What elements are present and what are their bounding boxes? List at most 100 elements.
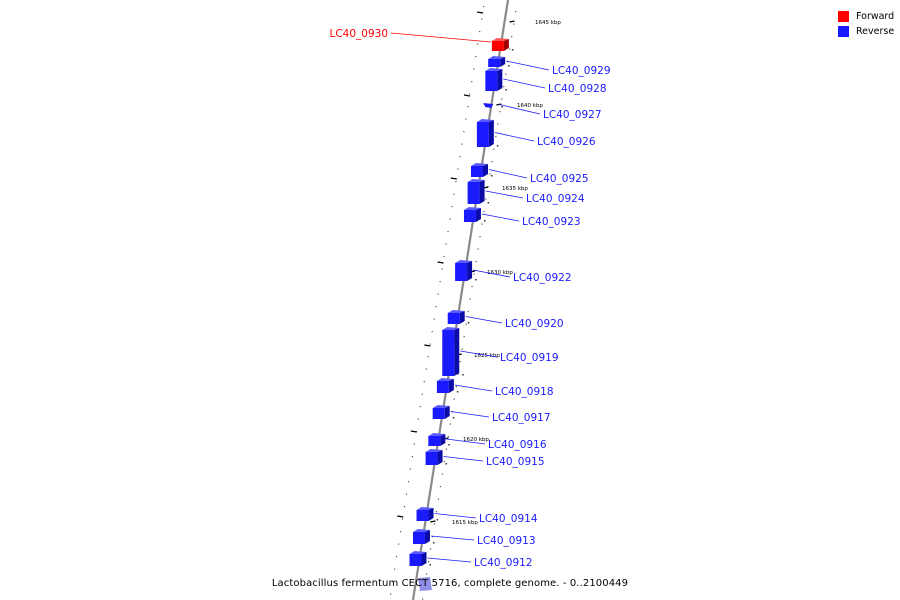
minor-tick [463, 336, 465, 338]
gene-feature[interactable] [432, 405, 455, 419]
minor-tick [469, 93, 471, 95]
minor-tick [471, 286, 473, 288]
minor-tick [509, 48, 511, 50]
partial-gene-feature [418, 577, 432, 591]
gene-label[interactable]: LC40_0929 [552, 65, 611, 77]
minor-tick [390, 593, 392, 595]
gene-label[interactable]: LC40_0922 [513, 272, 572, 284]
gene-label[interactable]: LC40_0915 [486, 456, 545, 468]
gene-feature[interactable] [467, 179, 490, 204]
minor-tick [499, 111, 501, 113]
gene-feature[interactable] [409, 551, 431, 566]
minor-tick [437, 498, 440, 500]
gene-feature[interactable] [425, 449, 448, 465]
legend-item-reverse: Reverse [838, 24, 894, 39]
gene-label[interactable]: LC40_0924 [526, 193, 585, 205]
gene-feature[interactable] [436, 378, 459, 393]
minor-tick [427, 356, 429, 358]
gene-feature[interactable] [471, 163, 493, 177]
gene-feature[interactable] [412, 529, 435, 544]
minor-tick [477, 248, 479, 250]
gene-leader-line [488, 169, 528, 179]
minor-tick [455, 181, 457, 183]
scale-tick-label: 1630 kbp [487, 270, 513, 276]
gene-label[interactable]: LC40_0928 [548, 83, 607, 95]
scale-tick-label: 1615 kbp [452, 520, 478, 526]
minor-tick [433, 523, 436, 525]
minor-tick [407, 481, 410, 483]
minor-tick [405, 493, 408, 495]
genome-backbone [411, 0, 510, 600]
gene-leader-line [443, 456, 484, 462]
major-tick [430, 520, 436, 523]
major-tick [496, 103, 502, 106]
minor-tick [489, 173, 491, 175]
scale-tick-label: 1625 kbp [474, 353, 500, 359]
gene-label[interactable]: LC40_0917 [492, 412, 551, 424]
legend-label-reverse: Reverse [856, 26, 895, 37]
forward-swatch [838, 11, 849, 22]
gene-feature[interactable] [455, 260, 477, 281]
minor-tick [431, 536, 434, 538]
minor-tick [475, 56, 477, 58]
minor-tick [431, 331, 433, 333]
minor-tick [393, 568, 396, 570]
major-tick [410, 430, 417, 433]
major-tick [509, 20, 515, 23]
minor-tick [503, 86, 505, 88]
minor-tick [447, 231, 449, 233]
gene-feature[interactable] [491, 38, 514, 51]
minor-tick [477, 43, 479, 45]
gene-label[interactable]: LC40_0913 [477, 535, 536, 547]
minor-tick [463, 131, 465, 133]
minor-tick [441, 473, 444, 475]
gene-feature[interactable] [428, 433, 450, 446]
minor-tick [459, 156, 461, 158]
minor-tick [457, 373, 459, 375]
minor-tick [515, 11, 517, 13]
gene-feature[interactable] [476, 119, 499, 147]
minor-tick [425, 573, 428, 575]
gene-label[interactable]: LC40_0919 [500, 352, 559, 364]
gene-label[interactable]: LC40_0927 [543, 109, 602, 121]
gene-feature[interactable] [483, 103, 503, 108]
gene-feature[interactable] [447, 310, 470, 324]
minor-tick [467, 311, 469, 313]
gene-label[interactable]: LC40_0918 [495, 386, 554, 398]
gene-feature[interactable] [463, 207, 486, 222]
minor-tick [479, 31, 481, 33]
legend-item-forward: Forward [838, 9, 894, 24]
gene-feature[interactable] [485, 68, 507, 91]
gene-label[interactable]: LC40_0916 [488, 439, 547, 451]
gene-feature[interactable] [442, 327, 464, 376]
gene-leader-line [473, 269, 511, 278]
gene-feature[interactable] [488, 56, 510, 67]
gene-leader-line [465, 316, 503, 324]
minor-tick [429, 548, 432, 550]
minor-tick [453, 398, 455, 400]
gene-label[interactable]: LC40_0923 [522, 216, 581, 228]
minor-tick [495, 136, 497, 138]
major-tick [463, 94, 471, 97]
gene-leader-line [485, 190, 524, 199]
minor-tick [439, 486, 442, 488]
scale-tick-label: 1645 kbp [535, 20, 561, 26]
minor-tick [491, 161, 493, 163]
scale-tick-label: 1635 kbp [502, 186, 528, 192]
minor-tick [469, 298, 471, 300]
minor-tick [455, 386, 457, 388]
gene-leader-line [454, 384, 493, 392]
gene-label[interactable]: LC40_0930 [329, 28, 388, 40]
major-tick [397, 515, 404, 518]
gene-label[interactable]: LC40_0914 [479, 513, 538, 525]
major-tick [450, 177, 457, 180]
minor-tick [395, 556, 398, 558]
gene-label[interactable]: LC40_0925 [530, 173, 589, 185]
gene-label[interactable]: LC40_0912 [474, 557, 533, 569]
gene-leader-line [430, 535, 475, 541]
gene-label[interactable]: LC40_0920 [505, 318, 564, 330]
gene-leader-line [427, 557, 472, 563]
gene-label[interactable]: LC40_0926 [537, 136, 596, 148]
gene-feature[interactable] [416, 507, 439, 521]
